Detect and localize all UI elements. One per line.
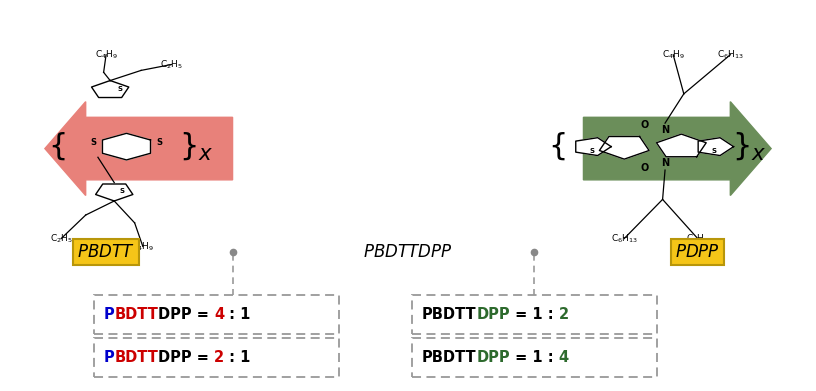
Text: S: S	[118, 86, 122, 92]
Text: PBDTT: PBDTT	[422, 350, 477, 365]
Text: : 1: : 1	[224, 307, 251, 322]
Text: P: P	[104, 350, 114, 365]
Polygon shape	[103, 133, 150, 160]
Text: 4: 4	[559, 350, 569, 365]
Text: P: P	[104, 307, 114, 322]
Text: $\bf{\it{PBDTTDPP}}$: $\bf{\it{PBDTTDPP}}$	[363, 243, 453, 261]
Text: 4: 4	[215, 307, 224, 322]
Text: DPP: DPP	[477, 350, 510, 365]
Polygon shape	[600, 136, 649, 159]
Text: DPP =: DPP =	[158, 350, 215, 365]
Text: N: N	[661, 125, 669, 135]
Text: $\bf{\it{PBDTT}}$: $\bf{\it{PBDTT}}$	[78, 243, 135, 261]
Bar	[412, 338, 657, 377]
Polygon shape	[698, 138, 734, 156]
Polygon shape	[576, 138, 611, 156]
Text: S: S	[589, 148, 594, 154]
Text: O: O	[641, 120, 649, 130]
Text: PBDTT: PBDTT	[422, 307, 477, 322]
Polygon shape	[91, 81, 129, 97]
Text: $\{$: $\{$	[48, 131, 66, 162]
Polygon shape	[95, 184, 133, 201]
Text: BDTT: BDTT	[114, 350, 158, 365]
Polygon shape	[657, 134, 706, 157]
Text: $\mathregular{C_6H_{13}}$: $\mathregular{C_6H_{13}}$	[716, 48, 744, 61]
Text: $\}_x$: $\}_x$	[732, 131, 766, 162]
Bar	[412, 295, 657, 334]
Text: 2: 2	[215, 350, 224, 365]
Text: $\mathregular{C_6H_{13}}$: $\mathregular{C_6H_{13}}$	[610, 232, 638, 245]
Text: = 1 :: = 1 :	[510, 350, 559, 365]
Text: O: O	[641, 163, 649, 173]
Text: S: S	[91, 138, 97, 147]
Text: N: N	[661, 158, 669, 168]
Text: $\}_x$: $\}_x$	[179, 131, 213, 162]
Text: $\mathregular{C_4H_9}$: $\mathregular{C_4H_9}$	[686, 232, 709, 245]
FancyArrow shape	[45, 102, 233, 196]
Text: S: S	[156, 138, 162, 147]
Text: $\bf{\it{PDPP}}$: $\bf{\it{PDPP}}$	[676, 243, 720, 261]
Text: S: S	[712, 148, 716, 154]
Text: S: S	[120, 188, 125, 194]
Text: BDTT: BDTT	[114, 307, 158, 322]
Text: DPP =: DPP =	[158, 307, 215, 322]
Text: $\{$: $\{$	[548, 131, 565, 162]
Text: DPP: DPP	[477, 307, 510, 322]
Text: $\mathregular{C_4H_9}$: $\mathregular{C_4H_9}$	[131, 240, 154, 253]
Bar	[94, 295, 339, 334]
Text: $\mathregular{C_4H_9}$: $\mathregular{C_4H_9}$	[95, 48, 118, 61]
Bar	[94, 338, 339, 377]
Text: : 1: : 1	[224, 350, 251, 365]
Text: $\mathregular{C_2H_5}$: $\mathregular{C_2H_5}$	[50, 232, 73, 245]
Text: = 1 :: = 1 :	[510, 307, 559, 322]
FancyArrow shape	[583, 102, 771, 196]
Text: $\mathregular{C_2H_5}$: $\mathregular{C_2H_5}$	[160, 58, 183, 71]
Text: $\mathregular{C_4H_9}$: $\mathregular{C_4H_9}$	[662, 48, 685, 61]
Text: 2: 2	[559, 307, 569, 322]
